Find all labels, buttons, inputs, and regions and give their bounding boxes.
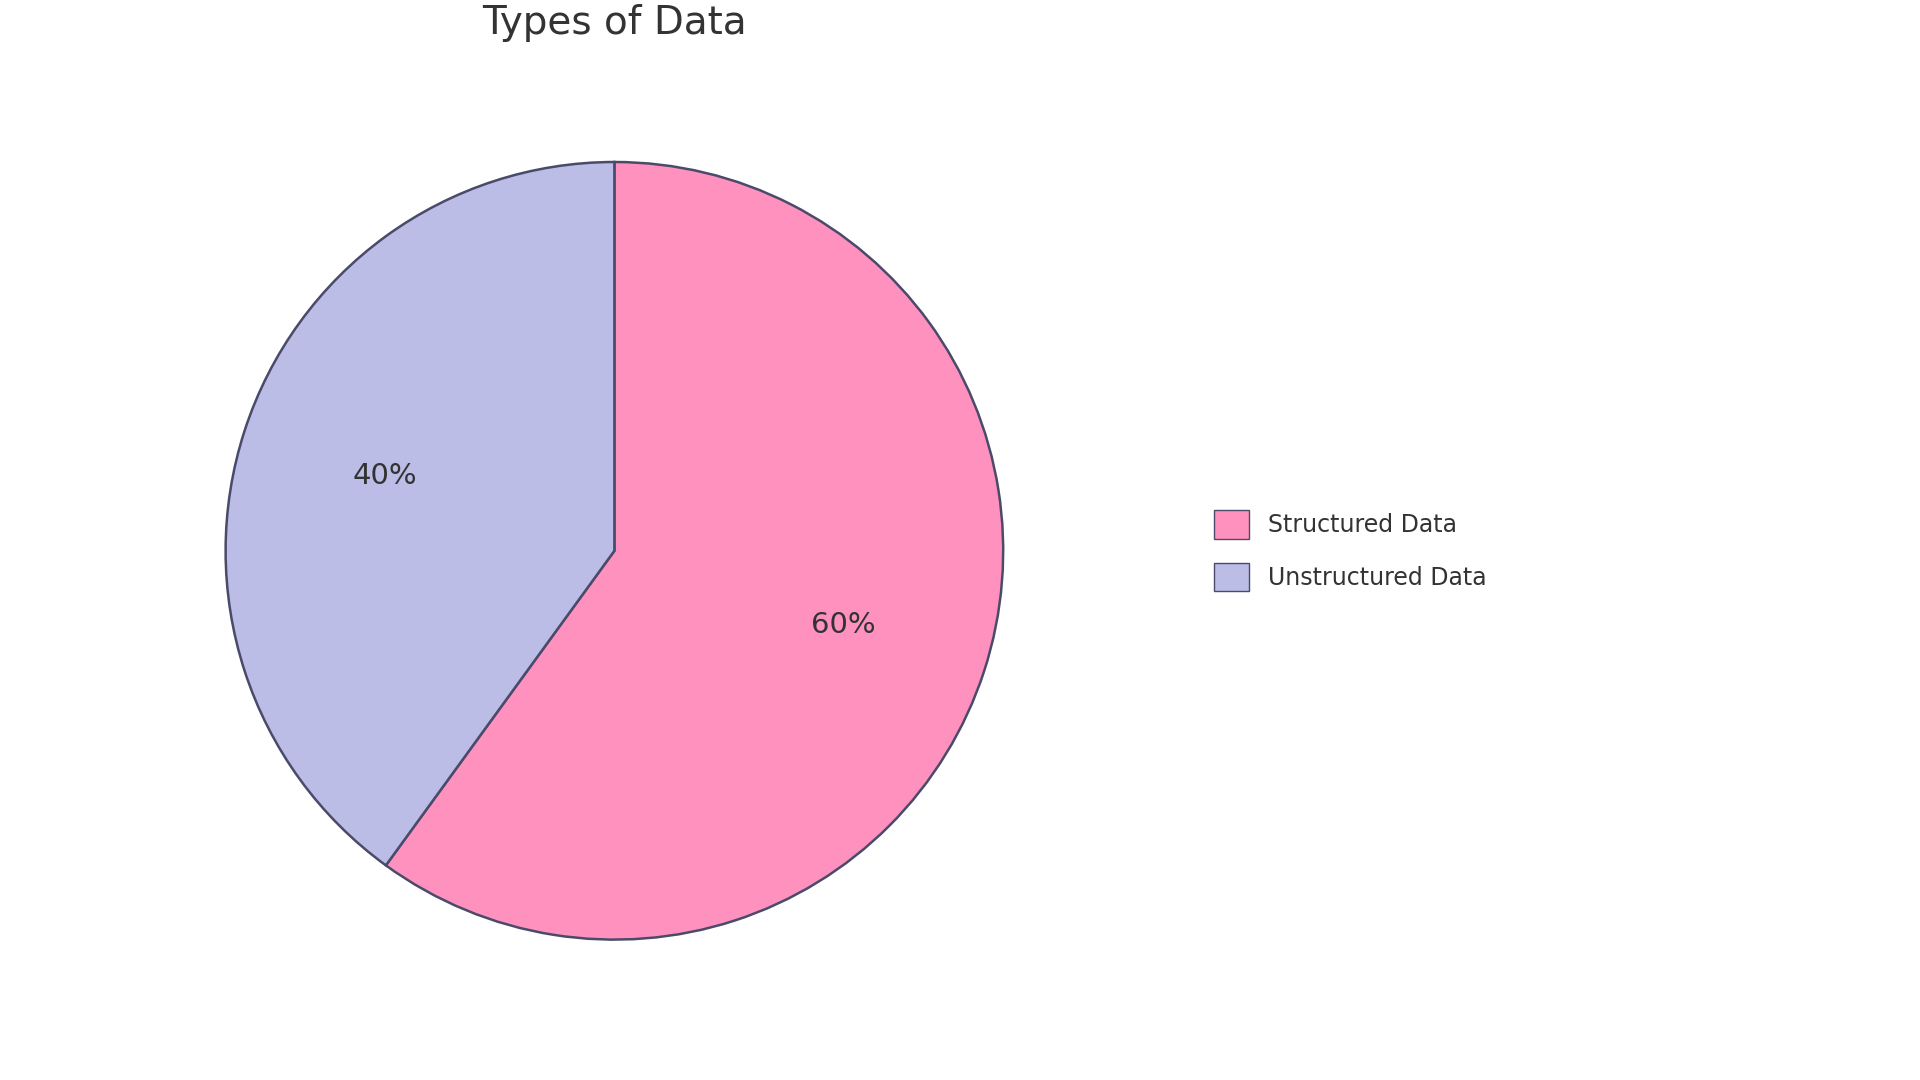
Text: 40%: 40% xyxy=(353,462,417,490)
Wedge shape xyxy=(386,162,1002,940)
Title: Types of Data: Types of Data xyxy=(482,4,747,42)
Text: 60%: 60% xyxy=(812,611,876,639)
Legend: Structured Data, Unstructured Data: Structured Data, Unstructured Data xyxy=(1190,487,1511,615)
Wedge shape xyxy=(227,162,614,865)
